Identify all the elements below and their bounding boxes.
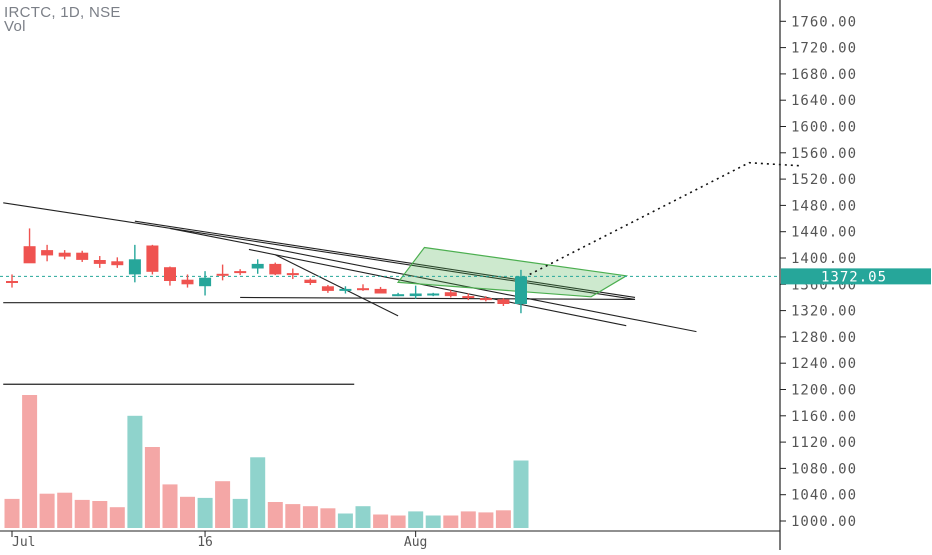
candle-body [146,245,159,272]
chart-title: IRCTC, 1D, NSE [4,4,121,21]
candle-body [216,273,229,276]
candle-body [392,294,405,297]
volume-bar [144,447,160,528]
trend-line [275,254,399,317]
volume-bar [460,511,476,528]
volume-bar [127,415,143,528]
candle-body [462,296,475,299]
projection-path [529,161,802,276]
volume-bar [320,508,336,528]
volume-bar [74,499,90,528]
candle-body [374,288,387,294]
volume-bar [390,515,406,528]
price-tick-label: 1320.00 [791,304,857,320]
candle-body [181,279,194,285]
candle-body [269,263,282,275]
volume-bar [250,457,266,528]
candle-body [111,261,124,266]
time-tick-label: Jul [12,535,35,550]
candle-body [339,288,352,291]
volume-bar [267,502,283,528]
volume-bar [337,513,353,528]
price-tick-label: 1640.00 [791,93,857,109]
price-tick-label: 1760.00 [791,14,857,30]
trend-line [169,227,697,333]
channel-box [396,246,629,298]
volume-bar [109,507,125,528]
volume-bar [92,501,108,528]
candle-body [251,263,264,269]
volume-bar [215,481,231,528]
price-tick-label: 1480.00 [791,198,857,214]
candle-body [41,250,54,256]
volume-bar [180,496,195,528]
candle-body [286,273,299,276]
volume-bar [22,395,38,528]
volume-bar [513,460,529,528]
volume-bar [162,484,178,528]
volume-bar [57,492,73,528]
last-price-tag [781,268,931,285]
volume-bar [197,497,213,528]
candle-body [304,279,317,283]
candle-body [76,252,89,260]
price-tick-label: 1200.00 [791,383,857,399]
volume-bar [373,514,389,528]
volume-bar [39,493,55,528]
candle-body [321,286,334,291]
candle-body [479,298,492,301]
candle-body [427,293,440,296]
volume-bar [443,515,459,528]
price-tick-label: 1080.00 [791,461,857,477]
price-tick-label: 1160.00 [791,409,857,425]
price-tick-label: 1560.00 [791,146,857,162]
candle-body [6,281,18,283]
candle-body [409,293,422,297]
volume-bar [355,506,371,528]
candle-body [164,267,176,281]
price-tick-label: 1240.00 [791,356,857,372]
volume-bar [478,512,494,528]
volume-bar [232,498,248,528]
candle-body [23,246,36,264]
candle-body [497,299,510,304]
candle-body [93,260,106,264]
trend-line [3,202,636,300]
price-tick-label: 1440.00 [791,225,857,241]
volume-bar [285,504,301,528]
candle-body [357,288,369,291]
candle-body [234,271,247,274]
price-tick-label: 1280.00 [791,330,857,346]
trend-line [248,248,627,327]
trend-line [240,296,636,300]
last-price-label: 1372.05 [821,269,887,285]
candle-body [199,277,212,287]
time-tick-label: Aug [404,535,427,550]
volume-bar [302,506,318,528]
trend-line [134,220,636,298]
candle-body [58,252,71,257]
price-tick-label: 1600.00 [791,120,857,136]
price-tick-label: 1120.00 [791,435,857,451]
volume-bar [408,511,424,528]
candle-body [515,276,527,304]
volume-label: Vol [4,18,26,35]
volume-bar [495,510,511,528]
price-tick-label: 1040.00 [791,488,857,504]
price-tick-label: 1720.00 [791,41,857,57]
candle-body [444,292,457,297]
price-tick-label: 1520.00 [791,172,857,188]
volume-bar [425,515,441,528]
volume-bar [4,498,20,528]
candle-body [128,259,141,275]
price-tick-label: 1680.00 [791,67,857,83]
time-tick-label: 16 [197,535,213,550]
price-tick-label: 1400.00 [791,251,857,267]
price-tick-label: 1000.00 [791,514,857,530]
